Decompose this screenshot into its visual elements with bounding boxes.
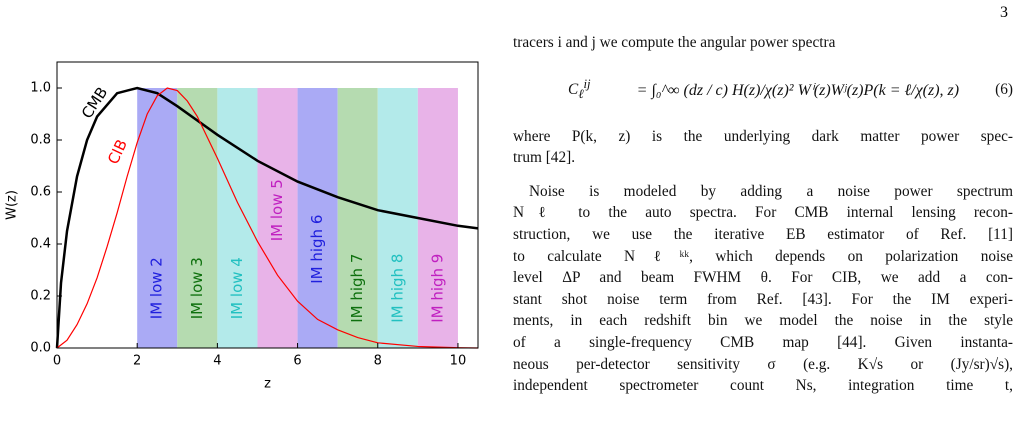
text-line: where P(k, z) is the underlying dark mat… <box>513 127 1013 145</box>
eq-sub: ℓ <box>578 87 584 102</box>
text-column: tracers i and j we compute the angular p… <box>513 32 1013 397</box>
paragraph: Noise is modeled by adding a noise power… <box>513 181 1013 397</box>
redshift-bin <box>297 88 338 348</box>
x-tick-label: 8 <box>374 354 382 369</box>
text-line: neous per-detector sensitivity σ (e.g. K… <box>513 355 1013 373</box>
bin-label: IM high 6 <box>308 215 326 284</box>
axes-frame <box>56 61 479 349</box>
eq-symbol: C <box>568 81 579 99</box>
y-tick-label: 0.8 <box>30 133 51 148</box>
y-tick-label: 0.4 <box>30 237 51 252</box>
bin-label: IM high 9 <box>428 254 446 323</box>
page-number: 3 <box>1000 4 1008 21</box>
redshift-bin <box>417 88 458 348</box>
bin-label: IM low 3 <box>188 257 206 319</box>
text-line: ments, in each redshift bin we model the… <box>513 312 1013 330</box>
x-axis-label: z <box>264 377 271 392</box>
chart: IM low 2 IM low 3 IM low 4 IM low 5 IM high … <box>5 61 479 392</box>
text-line: of a single-frequency CMB map [44]. Give… <box>513 333 1013 351</box>
eq-sup: ij <box>583 77 591 92</box>
eq-lhs: Cℓij <box>568 77 591 102</box>
paragraph: where P(k, z) is the underlying dark mat… <box>513 126 1013 169</box>
redshift-bin <box>257 88 298 348</box>
text-line: to calculate Nℓᵏᵏ, which depends on pola… <box>513 247 1013 265</box>
x-tick-label: 10 <box>450 354 467 369</box>
text-line: level ΔP and beam FWHM θ. For CIB, we ad… <box>513 269 1013 287</box>
redshift-bin <box>137 88 178 348</box>
bin-label: IM low 2 <box>148 257 166 319</box>
y-tick-label: 0.2 <box>30 289 51 304</box>
x-tick-label: 0 <box>53 354 61 369</box>
equation: Cℓij = ∫₀^∞ (dz / c) H(z)/χ(z)² Wⁱ(z)Wʲ(… <box>513 54 1013 126</box>
text-line: independent spectrometer count Ns, integ… <box>513 377 1013 395</box>
bin-label: IM high 7 <box>348 254 366 323</box>
eq-body: = ∫₀^∞ (dz / c) H(z)/χ(z)² Wⁱ(z)Wʲ(z)P(k… <box>636 81 960 99</box>
redshift-bin <box>217 88 258 348</box>
text-line: Nℓ to the auto spectra. For CMB internal… <box>513 204 1013 222</box>
y-axis-label: W(z) <box>5 190 20 220</box>
text-line: stant shot noise term from Ref. [43]. Fo… <box>513 290 1013 308</box>
y-tick-label: 1.0 <box>30 81 51 96</box>
x-tick-label: 4 <box>213 354 221 369</box>
curve <box>55 86 479 349</box>
text-line: tracers i and j we compute the angular p… <box>513 34 836 51</box>
text-line: struction, we use the iterative EB estim… <box>513 225 1013 243</box>
curve-label: CIB <box>104 137 131 167</box>
eq-number: (6) <box>995 80 1013 98</box>
curve-label: CMB <box>78 84 111 122</box>
redshift-bin <box>377 88 418 348</box>
x-tick-label: 2 <box>133 354 141 369</box>
bin-label: IM low 4 <box>228 257 246 319</box>
bin-label: IM high 8 <box>388 254 406 323</box>
x-tick-label: 6 <box>293 354 301 369</box>
text-line: trum [42]. <box>513 149 576 167</box>
bin-label: IM low 5 <box>268 179 286 241</box>
y-tick-label: 0.6 <box>30 185 51 200</box>
y-tick-label: 0.0 <box>30 341 51 356</box>
curve <box>56 87 479 349</box>
redshift-bin <box>337 88 378 348</box>
text-line: Noise is modeled by adding a noise power… <box>529 182 1013 200</box>
